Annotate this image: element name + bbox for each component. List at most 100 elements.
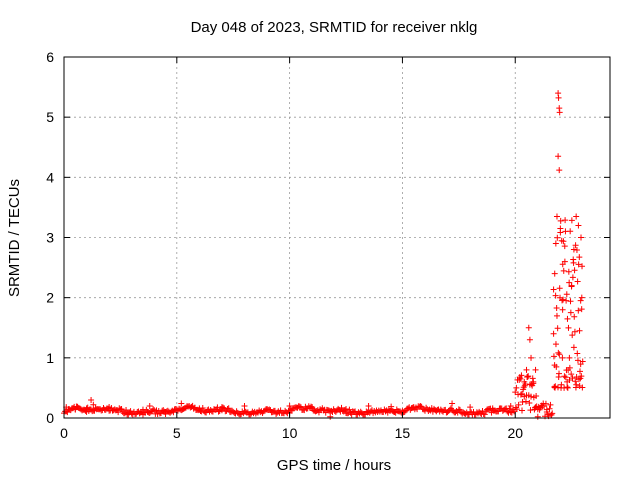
- data-point: [571, 313, 578, 320]
- data-point: [546, 405, 553, 412]
- data-point: [556, 109, 563, 116]
- data-point: [557, 217, 564, 224]
- data-point: [576, 368, 583, 375]
- data-point: [542, 400, 549, 407]
- data-point: [503, 405, 510, 412]
- data-point: [513, 406, 520, 413]
- data-point: [575, 376, 582, 383]
- data-point: [539, 402, 546, 409]
- data-point: [574, 278, 581, 285]
- x-tick-label: 15: [395, 425, 411, 441]
- data-point: [343, 405, 350, 412]
- chart-title: Day 048 of 2023, SRMTID for receiver nkl…: [191, 19, 478, 36]
- data-point: [561, 373, 568, 380]
- data-point: [571, 267, 578, 274]
- data-point: [515, 401, 522, 408]
- data-point: [516, 377, 523, 384]
- data-point: [196, 405, 203, 412]
- data-point: [552, 341, 559, 348]
- grid-lines: [64, 57, 610, 418]
- data-point: [556, 370, 563, 377]
- data-point: [286, 402, 293, 409]
- data-point: [575, 307, 582, 314]
- x-tick-label: 10: [282, 425, 298, 441]
- data-point: [556, 351, 563, 358]
- data-point: [573, 247, 580, 254]
- data-point: [554, 234, 561, 241]
- data-point: [523, 366, 530, 373]
- axis-ticks: [63, 56, 610, 419]
- data-point: [123, 406, 130, 413]
- data-point: [561, 243, 568, 250]
- data-point: [528, 354, 535, 361]
- tick-labels: 0 5 10 15 20 0 1 2 3 4 5 6: [46, 49, 523, 441]
- data-point: [551, 270, 558, 277]
- data-point: [528, 393, 535, 400]
- y-axis-title: SRMTID / TECUs: [6, 179, 23, 297]
- data-point: [562, 374, 569, 381]
- data-point: [559, 354, 566, 361]
- data-point: [568, 282, 575, 289]
- data-point: [564, 378, 571, 385]
- data-point: [550, 353, 557, 360]
- data-point: [576, 382, 583, 389]
- data-point: [388, 403, 395, 410]
- data-point: [341, 407, 348, 414]
- data-point: [296, 403, 303, 410]
- data-point: [518, 372, 525, 379]
- data-point: [554, 384, 561, 391]
- data-point: [139, 406, 146, 413]
- data-point: [575, 261, 582, 268]
- data-point: [579, 263, 586, 270]
- data-point: [569, 375, 576, 382]
- data-point: [556, 167, 563, 174]
- data-point: [573, 213, 580, 220]
- data-point: [565, 324, 572, 331]
- data-point: [467, 404, 474, 411]
- data-point: [90, 401, 97, 408]
- data-point: [550, 330, 557, 337]
- data-point: [574, 350, 581, 357]
- data-point: [83, 405, 90, 412]
- data-point: [564, 384, 571, 391]
- data-point: [526, 400, 533, 407]
- data-point: [170, 409, 177, 416]
- data-point: [72, 406, 79, 413]
- data-point: [241, 402, 248, 409]
- y-tick-label: 2: [46, 290, 54, 306]
- data-point: [555, 153, 562, 160]
- data-point: [575, 222, 582, 229]
- data-point: [570, 344, 577, 351]
- x-tick-label: 0: [60, 425, 68, 441]
- data-point: [178, 400, 185, 407]
- data-point: [579, 358, 586, 365]
- data-point: [346, 406, 353, 413]
- y-tick-label: 6: [46, 49, 54, 65]
- data-point: [338, 404, 345, 411]
- data-point: [517, 391, 524, 398]
- y-tick-label: 5: [46, 109, 54, 125]
- data-point: [534, 413, 541, 420]
- data-point: [561, 258, 568, 265]
- x-axis-title: GPS time / hours: [277, 457, 391, 474]
- data-point: [529, 375, 536, 382]
- data-point: [88, 396, 95, 403]
- data-point: [576, 254, 583, 261]
- data-point: [162, 408, 169, 415]
- data-point: [578, 234, 585, 241]
- data-point: [553, 312, 560, 319]
- data-point: [569, 274, 576, 281]
- data-point: [560, 296, 567, 303]
- data-point: [564, 384, 571, 391]
- data-point: [118, 406, 125, 413]
- data-point: [106, 407, 113, 414]
- data-point: [489, 405, 496, 412]
- data-point: [225, 405, 232, 412]
- x-tick-label: 20: [507, 425, 523, 441]
- data-point: [417, 403, 424, 410]
- data-point: [555, 349, 562, 356]
- data-point: [507, 402, 514, 409]
- data-point: [563, 291, 570, 298]
- data-point: [530, 378, 537, 385]
